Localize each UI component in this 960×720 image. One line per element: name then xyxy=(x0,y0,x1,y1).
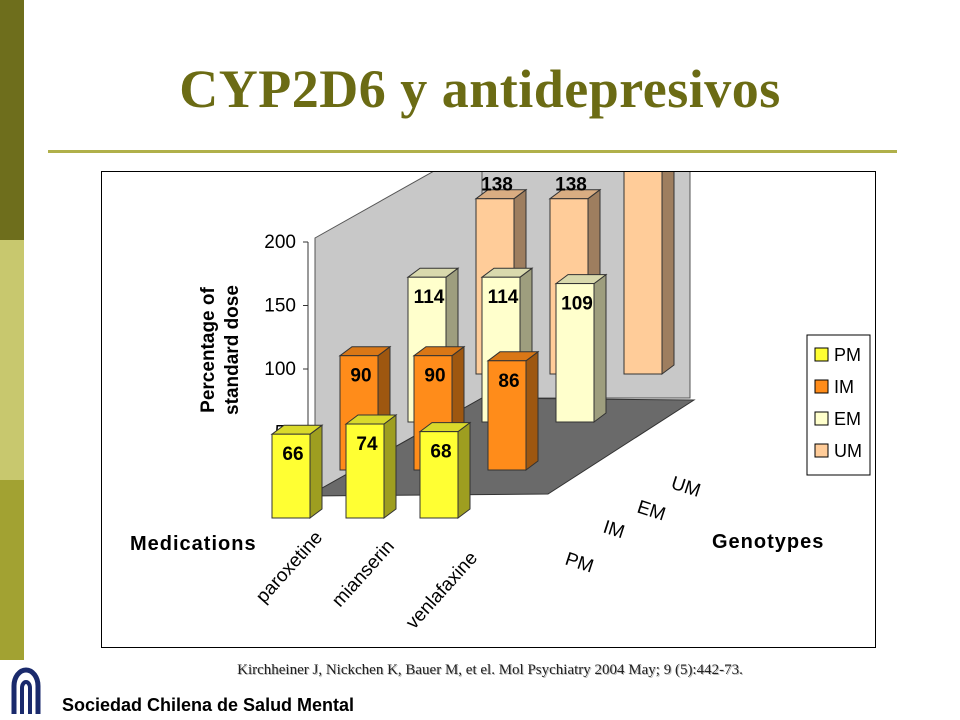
bar-front xyxy=(345,423,385,519)
legend-swatch xyxy=(814,443,829,458)
bar-side xyxy=(309,424,323,519)
genotype-axis-label: IM xyxy=(600,517,627,543)
slide-title: CYP2D6 y antidepresivos xyxy=(179,59,781,119)
data-label: 138 xyxy=(481,175,513,196)
legend-label: UM xyxy=(834,441,862,461)
genotype-axis-label: UM xyxy=(668,473,703,502)
category-label: paroxetine xyxy=(252,527,327,607)
bar-front xyxy=(623,172,663,375)
data-label: 90 xyxy=(350,366,371,387)
data-label: 138 xyxy=(555,175,587,196)
category-label: mianserin xyxy=(328,536,399,611)
bar-PM-venlafaxine: 68 xyxy=(418,421,472,519)
legend-label: IM xyxy=(834,377,854,397)
y-axis-title-line: standard dose xyxy=(222,285,243,415)
title-divider xyxy=(48,150,897,153)
legend-swatch xyxy=(814,411,829,426)
bar-UM-venlafaxine: 186 xyxy=(623,172,675,375)
bar-EM-venlafaxine: 109 xyxy=(554,273,608,423)
genotype-axis-label: PM xyxy=(562,549,596,578)
organization-logo-icon xyxy=(11,667,41,714)
legend-swatch xyxy=(814,347,829,362)
genotype-axis-label: EM xyxy=(634,497,668,526)
data-label: 109 xyxy=(561,294,593,315)
y-tick-label: 100 xyxy=(264,359,296,380)
y-axis-title: Percentage of standard dose xyxy=(198,285,243,415)
x-axis-title: Medications xyxy=(130,533,257,555)
chart-legend: PM IM EM UM xyxy=(806,334,871,476)
y-axis-title-line: Percentage of xyxy=(198,287,219,413)
sidebar-block-dark xyxy=(0,0,24,240)
legend-label: PM xyxy=(834,345,861,365)
data-label: 114 xyxy=(488,287,519,308)
organization-name: Sociedad Chilena de Salud Mental xyxy=(62,695,355,715)
bar-front xyxy=(419,431,459,519)
data-label: 66 xyxy=(282,444,303,465)
bar-side xyxy=(383,414,397,519)
citation: Kirchheiner J, Nickchen K, Bauer M, et e… xyxy=(237,662,743,678)
data-label: 74 xyxy=(356,434,378,455)
data-label: 86 xyxy=(498,371,519,392)
sidebar-block-light xyxy=(0,240,24,480)
legend-label: EM xyxy=(834,409,861,429)
category-label: venlafaxine xyxy=(402,548,482,633)
data-label: 68 xyxy=(430,442,451,463)
z-axis-title: Genotypes xyxy=(712,531,824,553)
bar-front xyxy=(487,360,527,471)
y-tick-label: 150 xyxy=(264,296,296,317)
bar-side xyxy=(457,421,471,519)
bar-side xyxy=(525,350,539,471)
data-label: 90 xyxy=(424,366,445,387)
legend-swatch xyxy=(814,379,829,394)
bar-side xyxy=(661,172,675,375)
bar-front xyxy=(555,283,595,423)
bar-PM-paroxetine: 66 xyxy=(270,424,324,519)
data-label: 114 xyxy=(414,287,445,308)
sidebar-block-mid xyxy=(0,480,24,660)
bar-PM-mianserin: 74 xyxy=(344,414,398,519)
bar-front xyxy=(271,433,311,519)
sidebar-decoration xyxy=(0,0,24,720)
y-tick-label: 200 xyxy=(264,232,296,253)
bar-side xyxy=(593,273,607,423)
bar-IM-venlafaxine: 86 xyxy=(486,350,540,471)
